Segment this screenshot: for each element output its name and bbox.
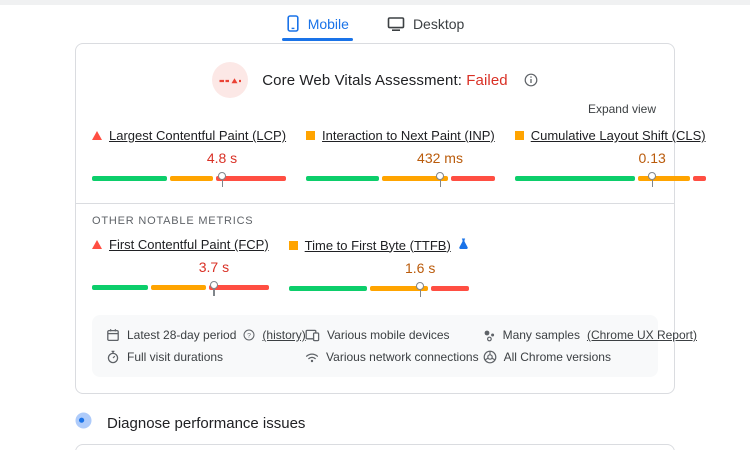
history-link[interactable]: (history) [262,328,306,342]
bar-segment-good [514,176,635,181]
metric-lcp-bar [92,172,287,187]
orange-square-icon [514,131,524,140]
bar-segment-poor [450,176,495,181]
expand-row: Expand view [76,98,674,118]
metric-cls-value: 0.13 [638,150,666,166]
top-strip [0,0,750,5]
bar-segment-good [92,285,149,290]
score-gauges: 25 Performance 73 Accessibility 54 Best … [76,445,674,450]
red-triangle-icon [92,240,102,249]
metric-inp-link[interactable]: Interaction to Next Paint (INP) [322,128,495,143]
wifi-icon [305,351,319,363]
chrome-icon [483,350,497,364]
percentile-marker [648,172,657,187]
metric-ttfb-value: 1.6 s [404,260,436,276]
durations-text: Full visit durations [127,350,224,364]
samples-icon [483,329,496,342]
other-metrics-row: First Contentful Paint (FCP) 3.7 s Time … [76,227,674,301]
bar-segment-good [92,176,168,181]
footer-col-devices: Various mobile devices Various network c… [305,324,483,368]
percentile-marker [209,281,218,296]
metric-lcp-value: 4.8 s [206,150,238,166]
section-divider [76,203,674,204]
percentile-marker [218,172,226,187]
field-data-card: Core Web Vitals Assessment: Failed Expan… [75,43,706,394]
metric-inp-bar [306,172,495,187]
metric-fcp: First Contentful Paint (FCP) 3.7 s [92,237,269,301]
other-metrics-heading: OTHER NOTABLE METRICS [92,215,254,227]
data-collection-info: Latest 28-day period ? (history) Full vi… [92,315,697,377]
bar-segment-poor [430,286,469,291]
period-text: Latest 28-day period [127,328,237,342]
diagnose-title: Diagnose performance issues [107,414,306,432]
footer-col-samples: Many samples (Chrome UX Report) All Chro… [483,324,697,368]
metric-lcp: Largest Contentful Paint (LCP) 4.8 s [92,128,287,191]
tab-desktop-label: Desktop [412,15,465,32]
cwv-assessment-icon [212,62,249,98]
metric-inp-value: 432 ms [417,150,463,166]
metric-fcp-link[interactable]: First Contentful Paint (FCP) [109,237,269,252]
core-metrics-row: Largest Contentful Paint (LCP) 4.8 s Int… [76,118,706,191]
info-icon[interactable] [524,73,538,87]
bar-segment-needs-improvement [151,285,206,290]
strategy-tabs: Mobile Desktop [0,5,750,41]
red-triangle-icon [92,131,102,140]
bar-segment-needs-improvement [170,176,214,181]
chrome-ux-report-link[interactable]: (Chrome UX Report) [586,328,697,342]
metric-inp: Interaction to Next Paint (INP) 432 ms [306,128,495,191]
percentile-marker [436,172,444,187]
bar-segment-needs-improvement [370,286,428,291]
expand-view-link[interactable]: Expand view [587,102,656,116]
metric-ttfb-link[interactable]: Time to First Byte (TTFB) [304,237,451,253]
bar-segment-poor [692,176,706,181]
devices-icon [305,328,320,342]
desktop-monitor-icon [387,16,405,32]
diagnose-icon [75,412,92,434]
calendar-icon [106,328,120,342]
lighthouse-scores-card: 25 Performance 73 Accessibility 54 Best … [75,444,675,450]
cwv-assessment: Core Web Vitals Assessment: Failed [76,44,674,98]
bar-segment-needs-improvement [382,176,448,181]
metric-cls: Cumulative Layout Shift (CLS) 0.13 [514,128,706,191]
bar-segment-needs-improvement [637,176,690,181]
metric-cls-bar [514,172,706,187]
metric-ttfb: Time to First Byte (TTFB) 1.6 s [288,237,469,301]
assessment-prefix: Core Web Vitals Assessment: [262,71,462,89]
percentile-marker [416,282,425,297]
bar-segment-poor [208,285,269,290]
bar-segment-poor [216,176,287,181]
orange-square-icon [288,240,298,250]
svg-text:?: ? [248,333,252,340]
samples-text: Many samples [502,328,580,342]
metric-ttfb-bar [288,282,469,297]
metric-fcp-value: 3.7 s [198,259,230,275]
footer-col-period: Latest 28-day period ? (history) Full vi… [106,324,306,368]
tab-mobile-label: Mobile [307,15,349,32]
versions-text: All Chrome versions [503,350,611,364]
orange-square-icon [306,131,316,140]
help-icon[interactable]: ? [243,329,255,341]
metric-lcp-link[interactable]: Largest Contentful Paint (LCP) [109,128,287,143]
devices-text: Various mobile devices [327,328,450,342]
tab-mobile[interactable]: Mobile [281,13,354,41]
diagnose-section-header: Diagnose performance issues [75,412,675,434]
network-text: Various network connections [326,350,479,364]
assessment-text: Core Web Vitals Assessment: Failed [262,72,507,89]
bar-segment-good [306,176,380,181]
assessment-result: Failed [466,71,508,89]
experimental-flask-icon [458,237,469,253]
metric-cls-link[interactable]: Cumulative Layout Shift (CLS) [530,128,706,143]
tab-desktop[interactable]: Desktop [383,13,468,41]
bar-segment-good [288,286,368,291]
metric-fcp-bar [92,281,269,296]
stopwatch-icon [106,350,120,364]
mobile-phone-icon [286,15,300,32]
